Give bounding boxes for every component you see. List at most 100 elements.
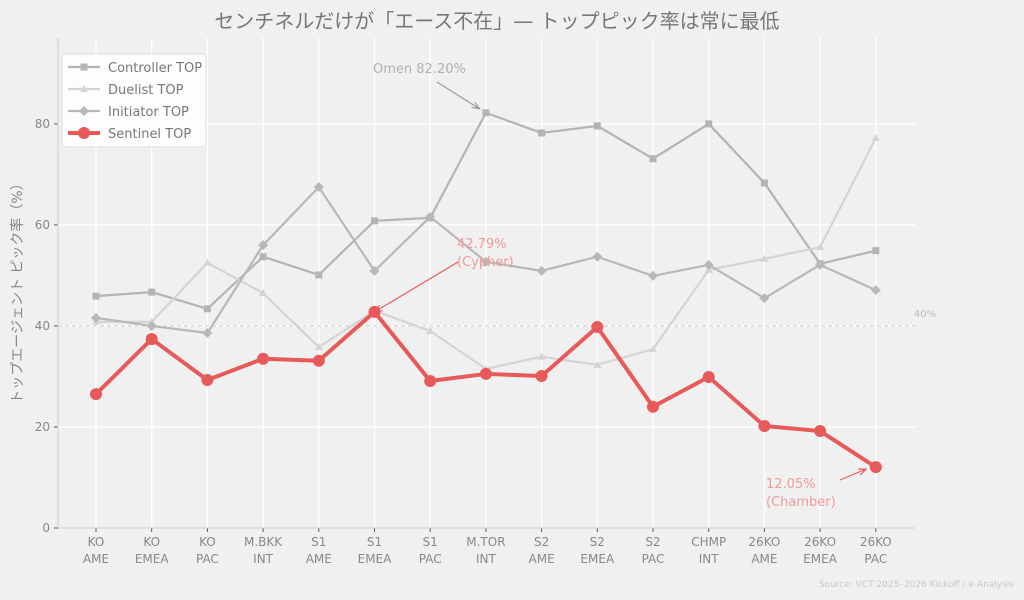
y-tick-label: 80 xyxy=(35,117,50,131)
marker-triangle xyxy=(871,134,880,142)
marker-square xyxy=(872,247,880,255)
marker-diamond xyxy=(313,182,324,193)
x-tick-label: KO xyxy=(88,535,105,549)
marker-triangle xyxy=(816,243,825,251)
x-tick-label: S1 xyxy=(367,535,382,549)
annotation-label: 12.05% xyxy=(766,477,816,492)
reference-line-label: 40% xyxy=(914,309,936,320)
marker-square xyxy=(593,122,601,130)
marker-diamond xyxy=(258,240,269,251)
annotation-label: Omen 82.20% xyxy=(373,62,466,77)
marker-circle xyxy=(814,425,827,438)
y-tick-label: 0 xyxy=(42,521,50,535)
x-tick-label: INT xyxy=(476,552,497,566)
x-tick-label: EMEA xyxy=(580,552,615,566)
x-tick-label: M.TOR xyxy=(466,535,505,549)
x-tick-label: 26KO xyxy=(804,535,836,549)
marker-diamond xyxy=(870,285,881,296)
source-note: Source: VCT 2025–2026 Kickoff / e-Analys… xyxy=(819,580,1014,590)
marker-circle xyxy=(78,127,90,139)
marker-circle xyxy=(145,333,158,346)
marker-diamond xyxy=(480,256,491,267)
marker-diamond xyxy=(369,265,380,276)
marker-square xyxy=(760,179,768,187)
x-tick-label: S2 xyxy=(590,535,605,549)
marker-square xyxy=(203,305,211,313)
x-tick-label: PAC xyxy=(196,552,219,566)
marker-square xyxy=(482,109,490,117)
legend-box xyxy=(61,53,207,148)
grid: 40% xyxy=(58,38,936,529)
arrowhead xyxy=(373,305,383,313)
marker-square xyxy=(705,120,713,128)
y-tick-label: 20 xyxy=(35,420,50,434)
marker-circle xyxy=(591,320,604,333)
x-tick-label: 26KO xyxy=(860,535,892,549)
x-tick-label: AME xyxy=(306,552,332,566)
annotation-arrow xyxy=(374,261,459,313)
marker-circle xyxy=(312,354,325,367)
marker-triangle xyxy=(314,343,323,351)
annotation-label: (Cypher) xyxy=(457,255,514,270)
marker-circle xyxy=(535,369,548,382)
marker-circle xyxy=(479,367,492,380)
x-tick-label: AME xyxy=(529,552,555,566)
x-tick-label: AME xyxy=(83,552,109,566)
annotation-label: (Chamber) xyxy=(766,495,836,510)
x-tick-label: S2 xyxy=(645,535,660,549)
marker-square xyxy=(80,63,88,71)
x-tick-label: AME xyxy=(751,552,777,566)
marker-triangle xyxy=(593,360,602,368)
x-tick-label: PAC xyxy=(642,552,665,566)
marker-circle xyxy=(201,373,214,386)
x-tick-label: S1 xyxy=(423,535,438,549)
marker-square xyxy=(649,155,657,163)
annotation-arrow xyxy=(436,81,480,110)
marker-diamond xyxy=(815,259,826,270)
marker-square xyxy=(371,217,378,225)
marker-diamond xyxy=(759,293,770,304)
marker-diamond xyxy=(202,328,213,339)
x-tick-label: S2 xyxy=(534,535,549,549)
y-tick-label: 60 xyxy=(35,218,50,232)
marker-triangle xyxy=(203,258,212,266)
legend-label: Sentinel TOP xyxy=(108,127,191,142)
annotation-arrow xyxy=(839,468,867,481)
arrowhead xyxy=(858,468,868,476)
x-tick-label: EMEA xyxy=(803,552,838,566)
legend-label: Duelist TOP xyxy=(108,83,184,98)
x-tick-label: 26KO xyxy=(748,535,780,549)
x-tick-label: PAC xyxy=(864,552,887,566)
x-tick-label: EMEA xyxy=(135,552,170,566)
marker-diamond xyxy=(79,106,89,116)
series-initiator-top xyxy=(91,182,881,339)
marker-triangle xyxy=(649,345,657,353)
x-tick-label: KO xyxy=(143,535,160,549)
x-tick-label: INT xyxy=(699,552,720,566)
marker-circle xyxy=(702,370,715,383)
marker-diamond xyxy=(648,270,658,281)
marker-diamond xyxy=(536,265,547,276)
marker-circle xyxy=(424,375,437,387)
marker-circle xyxy=(257,352,270,365)
marker-square xyxy=(315,271,323,279)
marker-diamond xyxy=(91,312,101,323)
marker-diamond xyxy=(146,320,157,331)
y-tick-label: 40 xyxy=(35,319,50,333)
marker-square xyxy=(148,288,156,296)
marker-diamond xyxy=(425,211,436,222)
legend-label: Controller TOP xyxy=(108,61,202,76)
series-sentinel-top xyxy=(90,305,882,474)
marker-circle xyxy=(90,388,102,401)
marker-square xyxy=(538,129,546,137)
axes: KO AME KO EMEA KO PAC M.BKK INT S1 AME S1 EMEA S1 PAC… xyxy=(35,38,915,566)
marker-triangle xyxy=(259,289,268,297)
x-tick-label: KO xyxy=(199,535,216,549)
y-axis-label: トップエージェント ピック率（%） xyxy=(9,176,26,403)
annotations: Omen 82.20% 42.79% (Cypher) 12.05% (Chamber) xyxy=(373,62,868,510)
marker-circle xyxy=(758,419,771,432)
legend: Controller TOP Duelist TOP Initiator TOP Se… xyxy=(61,53,207,148)
marker-triangle xyxy=(426,326,435,334)
x-tick-label: INT xyxy=(253,552,274,566)
